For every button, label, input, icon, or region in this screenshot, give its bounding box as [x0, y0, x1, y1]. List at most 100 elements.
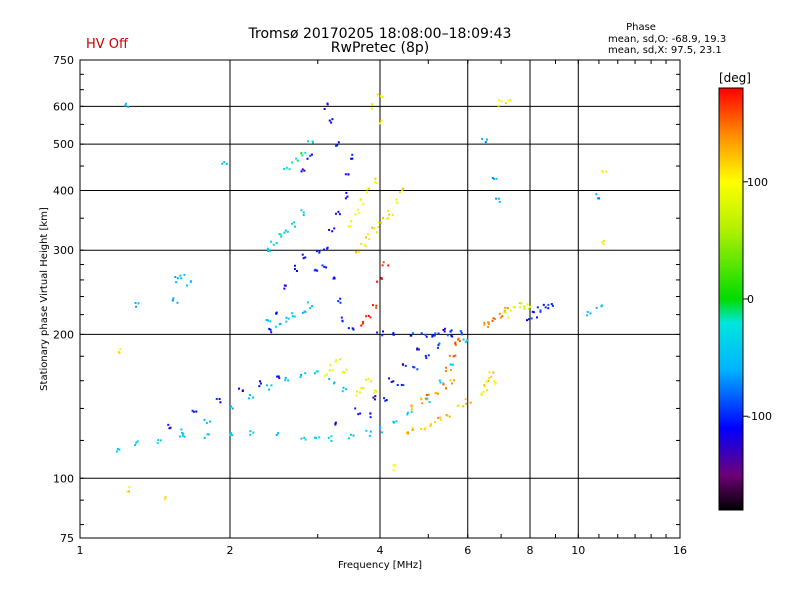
echo-point	[369, 412, 372, 415]
echo-point	[380, 276, 383, 279]
echo-point	[270, 384, 273, 387]
echo-point	[378, 426, 381, 429]
echo-point	[124, 102, 127, 105]
echo-point	[349, 220, 352, 223]
echo-point	[331, 368, 334, 371]
x-tick-label: 1	[77, 544, 84, 557]
echo-point	[252, 431, 255, 434]
echo-point	[174, 276, 177, 279]
echo-point	[312, 141, 315, 144]
echo-point	[372, 304, 375, 307]
echo-point	[497, 197, 500, 200]
echo-point	[497, 99, 500, 102]
echo-point	[485, 389, 488, 392]
echo-point	[488, 377, 491, 380]
echo-point	[380, 278, 383, 281]
echo-point	[536, 316, 539, 319]
echo-point	[349, 225, 352, 228]
echo-point	[134, 443, 137, 446]
echo-point	[443, 330, 446, 333]
echo-point	[373, 227, 376, 230]
echo-point	[518, 302, 521, 305]
echo-point	[429, 425, 432, 428]
echo-point	[206, 433, 209, 436]
echo-point	[401, 188, 404, 191]
echo-point	[383, 397, 386, 400]
echo-point	[324, 374, 327, 377]
echo-point	[362, 387, 365, 390]
echo-point	[360, 386, 363, 389]
echo-point	[378, 122, 381, 125]
echo-point	[357, 413, 360, 416]
echo-point	[396, 384, 399, 387]
echo-point	[357, 250, 360, 253]
echo-point	[493, 177, 496, 180]
echo-point	[387, 264, 390, 267]
echo-point	[341, 390, 344, 393]
echo-point	[369, 416, 372, 419]
echo-point	[283, 168, 286, 171]
echo-point	[248, 397, 251, 400]
echo-point	[349, 433, 352, 436]
echo-point	[266, 249, 269, 252]
echo-point	[181, 431, 184, 434]
echo-point	[328, 377, 331, 380]
echo-point	[364, 315, 367, 318]
echo-point	[460, 331, 463, 334]
echo-point	[392, 420, 395, 423]
echo-point	[277, 375, 280, 378]
echo-point	[387, 209, 390, 212]
echo-point	[491, 176, 494, 179]
echo-point	[267, 388, 270, 391]
echo-point	[300, 437, 303, 440]
echo-point	[449, 379, 452, 382]
echo-point	[339, 301, 342, 304]
echo-point	[375, 306, 378, 309]
echo-point	[275, 434, 278, 437]
echo-point	[265, 384, 268, 387]
echo-point	[411, 405, 414, 408]
echo-point	[172, 297, 175, 300]
echo-point	[527, 307, 530, 310]
echo-point	[410, 404, 413, 407]
echo-point	[368, 434, 371, 437]
echo-point	[316, 269, 319, 272]
echo-point	[376, 93, 379, 96]
echo-point	[523, 305, 526, 308]
echo-point	[334, 421, 337, 424]
echo-point	[335, 359, 338, 362]
echo-point	[512, 306, 515, 309]
echo-point	[364, 245, 367, 248]
echo-point	[377, 225, 380, 228]
echo-point	[302, 214, 305, 217]
echo-point	[520, 302, 523, 305]
echo-point	[362, 320, 365, 323]
echo-point	[402, 363, 405, 366]
echo-point	[135, 441, 138, 444]
echo-point	[487, 325, 490, 328]
echo-point	[167, 423, 170, 426]
echo-point	[600, 170, 603, 173]
echo-point	[334, 144, 337, 147]
echo-point	[392, 380, 395, 383]
echo-point	[449, 330, 452, 333]
echo-point	[381, 217, 384, 220]
echo-point	[265, 319, 268, 322]
echo-point	[180, 277, 183, 280]
y-tick-label: 600	[53, 100, 74, 113]
echo-point	[369, 430, 372, 433]
echo-point	[427, 354, 430, 357]
echo-point	[373, 392, 376, 395]
echo-point	[400, 383, 403, 386]
echo-point	[402, 187, 405, 190]
echo-point	[347, 327, 350, 330]
phase-stats-heading: Phase	[626, 22, 656, 33]
echo-point	[350, 157, 353, 160]
echo-point	[175, 281, 178, 284]
echo-point	[171, 299, 174, 302]
echo-point	[195, 410, 198, 413]
echo-point	[407, 432, 410, 435]
echo-point	[527, 318, 530, 321]
echo-point	[354, 251, 357, 254]
echo-point	[293, 315, 296, 318]
